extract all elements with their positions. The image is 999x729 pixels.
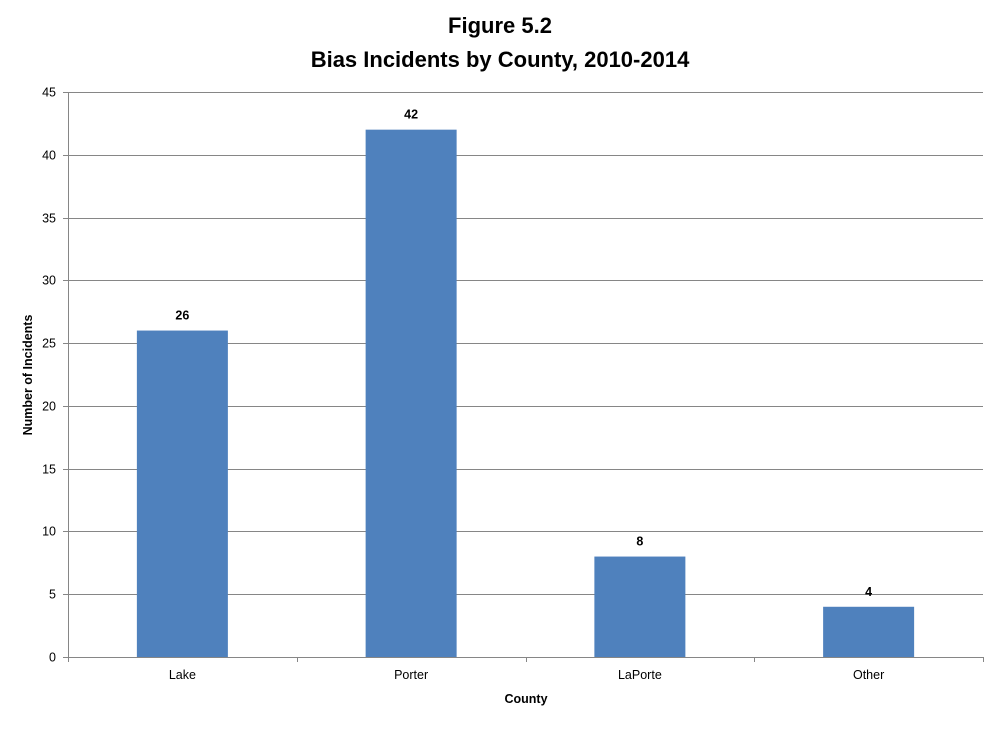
bar-porter: [365, 129, 457, 657]
y-tick-label: 25: [42, 337, 56, 351]
axes: [68, 92, 983, 658]
bar-laporte: [594, 556, 686, 657]
y-tick-label: 30: [42, 274, 56, 288]
x-axis-title: County: [504, 692, 547, 706]
bar-lake: [136, 330, 228, 657]
chart-title: Figure 5.2: [448, 13, 552, 38]
y-tick-label: 0: [49, 651, 56, 665]
x-tick-label: Other: [853, 668, 884, 682]
chart-subtitle: Bias Incidents by County, 2010-2014: [311, 47, 690, 72]
y-tick-label: 15: [42, 463, 56, 477]
data-labels: 26 42 8 4: [175, 108, 872, 599]
data-label: 42: [404, 108, 418, 122]
data-label: 26: [175, 309, 189, 323]
y-tick-label: 35: [42, 212, 56, 226]
x-tick-labels: Lake Porter LaPorte Other: [68, 657, 984, 682]
bars: [136, 129, 915, 657]
x-tick-label: LaPorte: [618, 668, 662, 682]
y-tick-label: 40: [42, 149, 56, 163]
data-label: 8: [636, 535, 643, 549]
y-tick-labels: 0 5 10 15 20 25 30 35 40 45: [42, 86, 56, 665]
x-tick-label: Lake: [169, 668, 196, 682]
y-tick-label: 5: [49, 588, 56, 602]
y-axis-title: Number of Incidents: [21, 315, 35, 436]
y-tick-label: 45: [42, 86, 56, 100]
x-tick-label: Porter: [394, 668, 428, 682]
y-tick-label: 20: [42, 400, 56, 414]
data-label: 4: [865, 585, 872, 599]
y-tick-label: 10: [42, 525, 56, 539]
bar-other: [823, 606, 915, 657]
